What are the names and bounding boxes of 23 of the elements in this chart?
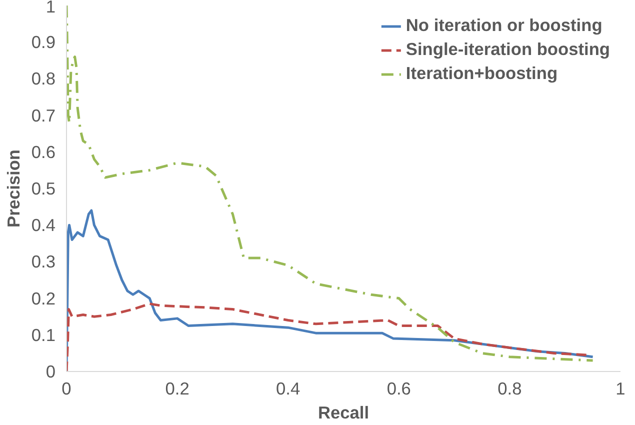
line-series bbox=[66, 302, 589, 372]
x-tick-label: 0.8 bbox=[498, 378, 522, 398]
x-tick-label: 0 bbox=[62, 378, 72, 398]
y-tick-label: 1 bbox=[46, 0, 56, 16]
legend-label: Iteration+boosting bbox=[406, 63, 559, 84]
y-tick-label: 0.3 bbox=[31, 252, 56, 272]
x-tick-label: 1 bbox=[616, 378, 626, 398]
x-tick-label: 0.4 bbox=[276, 378, 301, 398]
y-tick-label: 0 bbox=[46, 362, 56, 382]
y-tick-label: 0.9 bbox=[31, 32, 56, 52]
y-tick-label: 0.5 bbox=[31, 178, 56, 198]
y-tick-label: 0.7 bbox=[31, 105, 56, 126]
y-tick-label: 0.8 bbox=[31, 68, 56, 89]
y-tick-label: 0.1 bbox=[31, 324, 56, 345]
legend-label: Single-iteration boosting bbox=[406, 39, 610, 60]
y-tick-label: 0.2 bbox=[31, 288, 56, 308]
y-tick-label: 0.6 bbox=[31, 142, 56, 162]
y-axis-title: Precision bbox=[3, 149, 24, 228]
x-tick-label: 0.2 bbox=[165, 378, 190, 398]
x-tick-label: 0.6 bbox=[386, 378, 411, 398]
x-axis-title: Recall bbox=[318, 402, 370, 422]
legend-label: No iteration or boosting bbox=[406, 15, 604, 36]
y-tick-label: 0.4 bbox=[31, 215, 56, 236]
